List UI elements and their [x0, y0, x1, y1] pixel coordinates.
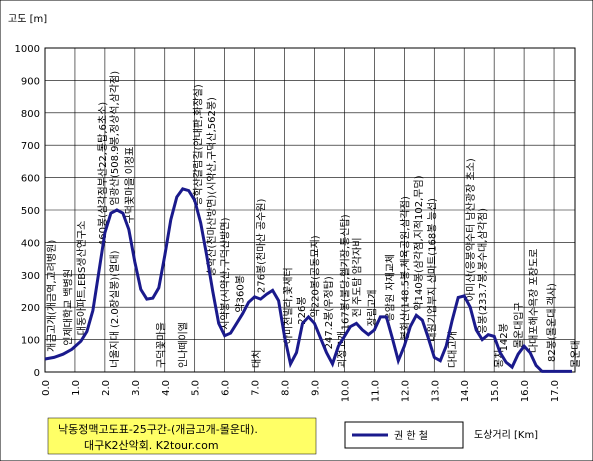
x-tick-label: 7.0: [251, 380, 262, 396]
peak-annotation: 응봉(233.7봉,봉수대,삼각점): [477, 208, 489, 334]
y-tick-label: 400: [21, 238, 40, 249]
x-tick-label: 3.0: [131, 380, 142, 396]
x-axis-label: 도상거리 [Km]: [474, 429, 538, 441]
bottom-annotation: 인나떼이엘: [177, 322, 190, 368]
bottom-annotations: 너울지대 (2.0장실봉)(열대) 구덕꽃마을 인나떼이엘 대치 괴정고개 다대고개 몽치 몰…: [109, 250, 582, 368]
title-box: 낙동정맥고도표-25구간-(개금고개-몰운대). 대구K2산악회. K2tour…: [47, 417, 317, 455]
peak-annotation: 응암원 자재교체: [384, 254, 396, 322]
peak-annotation: 다대포해수욕장 포장도로: [527, 249, 540, 353]
x-tick-label: 4.0: [161, 380, 172, 396]
bottom-annotation: 너울지대 (2.0장실봉)(열대): [109, 250, 121, 368]
title-line-2: 대구K2산악회. K2tour.com: [84, 439, 219, 452]
peak-annotation: 아미천빌라,꽃새터: [283, 267, 295, 344]
x-tick-label: 0.0: [41, 380, 52, 396]
y-tick-label: 900: [21, 76, 40, 87]
peak-annotation: 142봉: [498, 323, 510, 351]
x-tick-label: 14.0: [460, 380, 471, 402]
peak-annotation: 아미산(응봉약수터 남산광장 초소): [465, 158, 477, 301]
peak-annotation: 인제대학교 백병원: [62, 269, 74, 346]
bottom-annotation: 몰운대: [570, 340, 582, 368]
x-tick-label: 17.0: [550, 380, 561, 402]
bottom-annotation: 구덕꽃마을: [155, 322, 167, 368]
peak-annotation: 봉화산(148.5봉,체육공원,삼각점): [399, 196, 411, 340]
peak-annotation: 전 주도탐 암각자비: [351, 237, 363, 317]
peak-annotation: 대원기업부지 산마트(168봉 능선): [425, 198, 438, 342]
peak-annotation: 장림고개: [366, 289, 378, 326]
legend: 권 한 철: [344, 421, 464, 449]
x-tick-label: 10.0: [340, 380, 351, 402]
peak-annotations: 개금고개(개금역,고려병원) 인제대학교 백병원 대동아파트,EBS생산연구소 460…: [46, 71, 558, 362]
x-tick-label: 16.0: [520, 380, 531, 402]
x-tick-label: 15.0: [490, 380, 501, 402]
peak-annotation: 460봉(삼각점부산22,통탑,6초소): [97, 102, 109, 246]
bottom-annotation: 다대고개: [447, 331, 459, 368]
peak-annotation: 247.2봉(우정탑): [323, 276, 335, 349]
x-tick-label: 13.0: [430, 380, 441, 402]
gridlines: [44, 47, 576, 373]
bottom-annotation: 대치: [251, 350, 263, 368]
x-tick-label: 12.0: [400, 380, 411, 402]
x-tick-label: 8.0: [281, 380, 292, 396]
x-tick-labels: 0.0 1.0 2.0 3.0 4.0 5.0 6.0 7.0 8.0 9.0 10.0 11.0 12…: [41, 380, 561, 402]
y-tick-label: 300: [21, 271, 40, 282]
y-axis-label: 고도 [m]: [8, 14, 47, 25]
y-tick-label: 200: [21, 303, 40, 314]
x-tick-label: 5.0: [191, 380, 202, 396]
y-tick-label: 1000: [15, 44, 40, 55]
peak-annotation: 약360봉: [235, 275, 247, 312]
title-line-1: 낙동정맥고도표-25구간-(개금고개-몰운대).: [58, 423, 258, 436]
peak-annotation: 276봉(천마산 공수원): [256, 199, 268, 294]
y-tick-label: 500: [21, 206, 40, 217]
peak-annotation: 엄광산(508.9봉,정상석,삼각점): [109, 71, 121, 206]
y-tick-label: 600: [21, 174, 40, 185]
elevation-series-line: [44, 187, 572, 373]
legend-label: 권 한 철: [394, 430, 428, 442]
peak-annotation: 226봉: [296, 296, 308, 324]
peak-annotation: 82봉(몰운대 객사): [546, 283, 558, 362]
y-tick-label: 700: [21, 141, 40, 152]
x-tick-label: 6.0: [221, 380, 232, 396]
peak-annotation: 승학산(천마산방면)(시약산,구덕산,562봉): [206, 97, 218, 276]
peak-annotation: 몰운대입구: [512, 302, 525, 348]
y-tick-labels: 0 100 200 300 400 500 600 700 800 900 1000: [15, 44, 40, 379]
x-tick-label: 11.0: [370, 380, 381, 402]
x-tick-label: 2.0: [101, 380, 112, 396]
y-tick-label: 0: [34, 368, 40, 379]
x-tick-label: 9.0: [310, 380, 321, 396]
peak-annotation: 승학산갈림길(안내판,화장실): [192, 84, 205, 205]
peak-annotation: 개금고개(개금역,고려병원): [46, 240, 58, 352]
x-tick-label: 1.0: [71, 380, 82, 396]
bottom-annotation: 괴정고개: [336, 331, 348, 368]
peak-annotation: 167봉(불당,헬기장,통신탑): [339, 214, 351, 330]
peak-annotation: 대동아파트,EBS생산연구소: [76, 221, 88, 336]
y-tick-label: 800: [21, 109, 40, 120]
peak-annotation: 약220봉(공동묘지): [309, 235, 321, 317]
peak-annotation: 약140봉(삼각점,지적102,무덤): [413, 175, 425, 310]
y-tick-label: 100: [21, 336, 40, 347]
peak-annotation: 시약봉(시약산,구덕산방면): [220, 217, 232, 329]
peak-annotation: 구덕꽃마을 이정표: [124, 147, 136, 224]
